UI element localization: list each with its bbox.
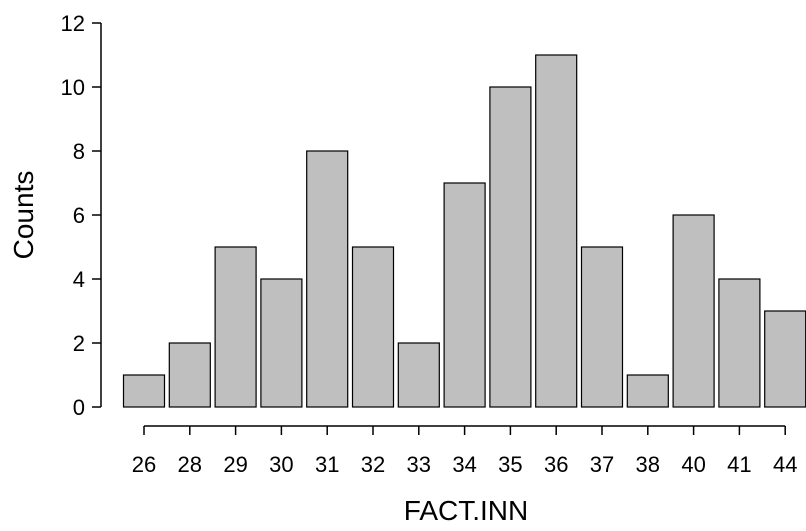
- bar-28: [168, 342, 211, 408]
- bar-41: [718, 278, 761, 408]
- x-tick-label: 40: [681, 452, 705, 477]
- x-tick-label: 44: [773, 452, 797, 477]
- y-tick-label: 10: [61, 75, 85, 100]
- y-tick-label: 8: [73, 139, 85, 164]
- bar-26: [122, 374, 166, 408]
- y-tick-label: 6: [73, 203, 85, 228]
- x-tick-label: 28: [178, 452, 202, 477]
- x-tick-label: 26: [132, 452, 156, 477]
- bar-36: [535, 54, 578, 408]
- bar-44: [764, 310, 806, 408]
- y-tick-label: 0: [73, 395, 85, 420]
- y-tick-label: 4: [73, 267, 85, 292]
- x-tick-label: 36: [544, 452, 568, 477]
- x-tick-label: 30: [269, 452, 293, 477]
- bar-31: [306, 150, 349, 408]
- bar-38: [626, 374, 669, 408]
- bar-32: [351, 246, 395, 408]
- x-axis-title: FACT.INN: [404, 495, 528, 526]
- bar-40: [672, 214, 715, 408]
- x-tick-label: 38: [636, 452, 660, 477]
- bar-34: [443, 182, 486, 408]
- x-tick-label: 35: [498, 452, 522, 477]
- y-tick-label: 2: [73, 331, 85, 356]
- y-axis: 0 2 4 6 8 10 12: [61, 11, 102, 420]
- bar-35: [489, 86, 532, 408]
- bar-30: [260, 278, 303, 408]
- x-tick-label: 41: [727, 452, 751, 477]
- x-tick-label: 33: [407, 452, 431, 477]
- x-axis: 26 28 29 30 31 32 33 34 35 36 37 38 40 41 44: [132, 425, 797, 477]
- x-tick-label: 29: [223, 452, 247, 477]
- x-tick-label: 32: [361, 452, 385, 477]
- y-axis-title: Counts: [8, 171, 39, 260]
- x-tick-label: 31: [315, 452, 339, 477]
- bars: [122, 54, 806, 408]
- bar-29: [214, 246, 257, 408]
- y-tick-label: 12: [61, 11, 85, 36]
- x-tick-label: 37: [590, 452, 614, 477]
- x-tick-label: 34: [452, 452, 476, 477]
- bar-33: [397, 342, 440, 408]
- bar-37: [580, 246, 624, 408]
